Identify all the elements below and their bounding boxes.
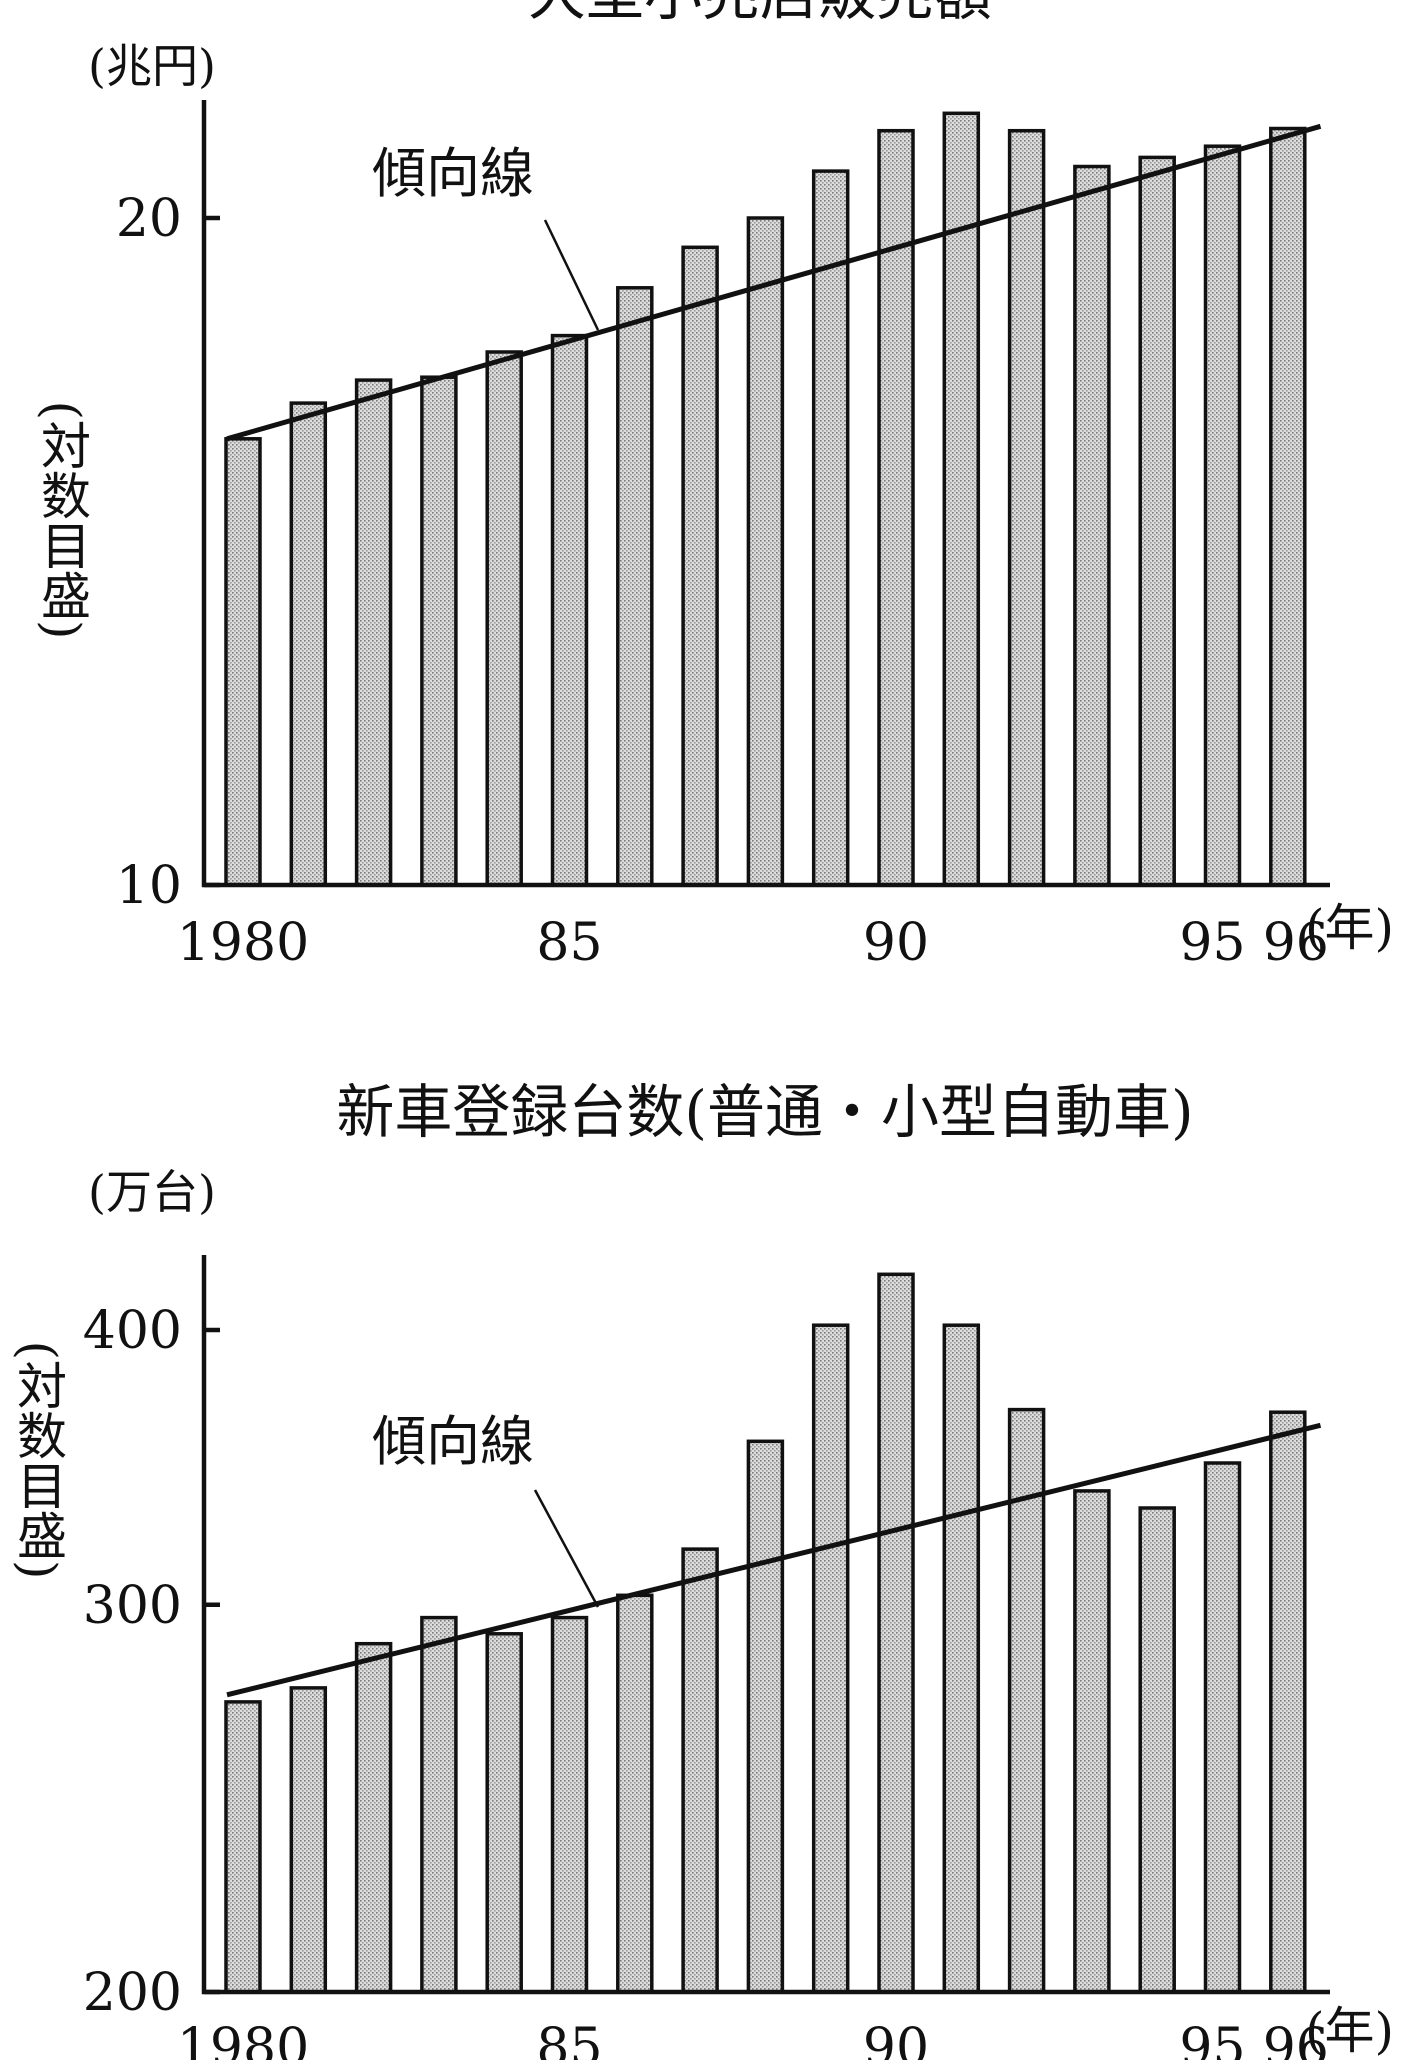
x-tick-label-85: 85 [536, 913, 602, 973]
bar-1987 [681, 245, 719, 887]
bar-1994 [1138, 155, 1176, 887]
x-axis-unit: (年) [1305, 899, 1394, 957]
bar-1995 [1203, 1461, 1242, 1994]
x-tick-labels: 1980 85 90 95 96 [177, 2018, 1329, 2060]
unit-label: (万台) [88, 1165, 216, 1219]
bar-1991 [942, 1323, 981, 1994]
bar-1993 [1073, 1489, 1111, 1994]
unit-label: (兆円) [88, 39, 216, 93]
bar-1983 [420, 1615, 458, 1994]
trend-line [226, 1422, 1322, 1698]
bar-1990 [877, 128, 915, 887]
bars [224, 111, 1307, 887]
x-tick-label-96: 96 [1263, 2018, 1329, 2060]
trend-label: 傾向線 [372, 142, 534, 205]
chart-title: 大型小売店販売額 [528, 0, 992, 28]
bar-1991 [942, 111, 981, 887]
y-tick-label-10: 10 [116, 856, 182, 916]
bars [224, 1272, 1307, 1994]
trend-label-pointer [543, 219, 600, 331]
bar-1988 [746, 216, 785, 887]
bar-1986 [616, 286, 654, 887]
bar-1983 [420, 375, 458, 887]
bar-1995 [1203, 144, 1242, 887]
x-tick-label-95: 95 [1179, 2018, 1245, 2060]
y-tick-label-300: 300 [83, 1576, 182, 1636]
bar-1993 [1073, 164, 1111, 887]
bar-1988 [746, 1439, 785, 1994]
chart-title: 新車登録台数(普通・小型自動車) [336, 1078, 1193, 1146]
bar-1985 [550, 1615, 589, 1994]
chart-car-registrations: 新車登録台数(普通・小型自動車) (万台) (対数目盛) (年) 200 300 4… [9, 1078, 1394, 2060]
trend-label: 傾向線 [372, 1410, 534, 1473]
chart-retail-sales: 大型小売店販売額 (兆円) (対数目盛) (年) 10 20 1980 85 90 95… [33, 0, 1394, 973]
axis-lines [201, 100, 1330, 888]
bar-1980 [224, 1700, 262, 1994]
x-tick-label-90: 90 [863, 2018, 929, 2060]
bar-1990 [877, 1272, 915, 1994]
bar-1996 [1269, 126, 1307, 887]
bar-1996 [1269, 1410, 1307, 1994]
bar-1989 [811, 169, 850, 887]
x-tick-label-90: 90 [863, 913, 929, 973]
y-axis-label: (対数目盛) [9, 1340, 67, 1579]
x-tick-label-85: 85 [536, 2018, 602, 2060]
bar-1994 [1138, 1506, 1176, 1994]
y-tick-label-400: 400 [83, 1301, 182, 1361]
bar-1982 [354, 1641, 393, 1994]
axis-lines [201, 1255, 1330, 1995]
x-axis-unit: (年) [1305, 2002, 1394, 2060]
y-ticks: 200 300 400 [83, 1301, 220, 2023]
trend-line [226, 123, 1322, 442]
bar-1985 [550, 333, 589, 887]
bar-1989 [811, 1323, 850, 1994]
y-tick-label-200: 200 [83, 1963, 182, 2023]
x-tick-label-96: 96 [1263, 913, 1329, 973]
x-tick-label-1980: 1980 [177, 2018, 309, 2060]
bar-1980 [224, 437, 262, 887]
x-tick-label-1980: 1980 [177, 913, 309, 973]
y-ticks: 10 20 [116, 189, 220, 916]
bar-1992 [1007, 128, 1046, 887]
bar-1986 [616, 1593, 654, 1994]
x-tick-label-95: 95 [1179, 913, 1245, 973]
x-tick-labels: 1980 85 90 95 96 [177, 913, 1329, 973]
bar-1992 [1007, 1407, 1046, 1994]
y-axis-label: (対数目盛) [33, 400, 91, 639]
bar-1984 [485, 350, 523, 887]
bar-1987 [681, 1547, 719, 1994]
bar-1984 [485, 1632, 523, 1994]
bar-1982 [354, 378, 393, 887]
bar-1981 [289, 401, 328, 887]
y-tick-label-20: 20 [116, 189, 182, 249]
trend-label-pointer [533, 1489, 600, 1608]
bar-1981 [289, 1686, 328, 1994]
